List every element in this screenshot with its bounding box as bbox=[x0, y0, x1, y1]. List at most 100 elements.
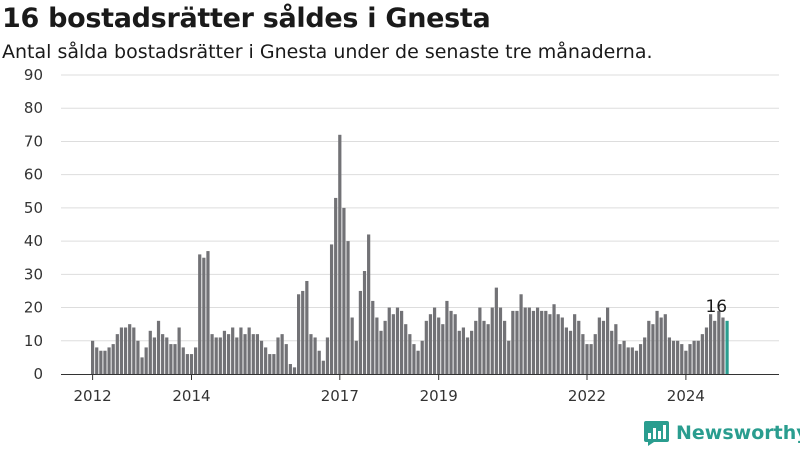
bar bbox=[383, 320, 387, 374]
bar bbox=[379, 330, 383, 374]
bar bbox=[671, 340, 676, 374]
y-axis-ticks: 0 10 20 30 40 50 60 70 80 90 bbox=[24, 66, 43, 383]
bar bbox=[700, 334, 704, 374]
bar bbox=[441, 324, 445, 374]
bar bbox=[156, 320, 161, 374]
x-tick-label: 2019 bbox=[420, 387, 458, 405]
x-tick-label: 2022 bbox=[568, 387, 606, 405]
bar bbox=[573, 314, 577, 374]
bar bbox=[144, 347, 148, 374]
bar bbox=[329, 244, 334, 374]
bar bbox=[239, 327, 243, 374]
bar bbox=[688, 344, 692, 374]
bar bbox=[222, 330, 227, 374]
chart-subtitle: Antal sålda bostadsrätter i Gnesta under… bbox=[2, 41, 653, 63]
chart-title: 16 bostadsrätter såldes i Gnesta bbox=[2, 3, 491, 34]
bar bbox=[119, 327, 124, 374]
bar bbox=[515, 310, 519, 374]
bar bbox=[375, 317, 379, 374]
bar bbox=[148, 330, 152, 374]
bar-chart-logo-icon bbox=[644, 420, 669, 446]
bar bbox=[91, 340, 95, 374]
bar bbox=[317, 350, 321, 374]
bar bbox=[717, 310, 721, 374]
bar bbox=[461, 327, 466, 374]
bar bbox=[659, 317, 663, 374]
bar bbox=[511, 310, 515, 374]
bar bbox=[486, 324, 490, 374]
y-tick-label: 40 bbox=[24, 232, 43, 250]
bar bbox=[432, 307, 437, 374]
y-tick-label: 70 bbox=[24, 132, 43, 150]
bar bbox=[478, 307, 482, 374]
bar bbox=[614, 324, 618, 374]
bar bbox=[362, 271, 367, 374]
y-tick-label: 20 bbox=[24, 299, 43, 317]
y-tick-label: 90 bbox=[24, 66, 43, 84]
y-tick-label: 50 bbox=[24, 199, 43, 217]
bar bbox=[288, 364, 292, 374]
bar bbox=[99, 350, 103, 374]
bar bbox=[325, 337, 330, 374]
bar bbox=[214, 337, 218, 374]
bar bbox=[643, 337, 647, 374]
bar bbox=[297, 294, 301, 374]
bar bbox=[152, 337, 157, 374]
bar bbox=[161, 334, 165, 374]
bar bbox=[709, 314, 713, 374]
bar bbox=[350, 317, 354, 374]
y-tick-label: 10 bbox=[24, 332, 43, 350]
bar bbox=[107, 347, 111, 374]
bar bbox=[593, 334, 597, 374]
bar bbox=[231, 327, 235, 374]
bar bbox=[540, 310, 544, 374]
bar bbox=[140, 357, 144, 374]
bar bbox=[457, 330, 461, 374]
bar bbox=[284, 344, 288, 374]
x-tick-label: 2017 bbox=[321, 387, 359, 405]
bar bbox=[181, 347, 185, 374]
bar bbox=[527, 307, 531, 374]
x-axis-ticks: 2012 2014 2017 2019 2022 2024 bbox=[74, 374, 705, 405]
bar bbox=[367, 234, 371, 374]
bar bbox=[247, 327, 251, 374]
bar bbox=[408, 334, 412, 374]
bar bbox=[655, 310, 659, 374]
bar bbox=[272, 354, 276, 374]
newsworthy-logo: Newsworthy bbox=[643, 418, 800, 448]
bar bbox=[206, 251, 210, 374]
bar bbox=[556, 314, 560, 374]
bar bbox=[243, 334, 247, 374]
bar bbox=[663, 314, 667, 374]
bar bbox=[301, 290, 305, 374]
bar bbox=[395, 307, 400, 374]
bar bbox=[470, 330, 474, 374]
bar bbox=[564, 327, 569, 374]
bar bbox=[667, 337, 672, 374]
bar bbox=[276, 337, 280, 374]
bar bbox=[610, 330, 614, 374]
bar bbox=[198, 254, 202, 374]
x-tick-label: 2024 bbox=[667, 387, 705, 405]
bar bbox=[474, 320, 478, 374]
bar bbox=[218, 337, 222, 374]
bar bbox=[358, 290, 363, 374]
bar bbox=[165, 337, 169, 374]
bar bbox=[264, 347, 268, 374]
bar bbox=[535, 307, 540, 374]
bar bbox=[597, 317, 601, 374]
bar bbox=[177, 327, 181, 374]
bar bbox=[692, 340, 696, 374]
x-tick-label: 2012 bbox=[74, 387, 112, 405]
bar bbox=[503, 320, 507, 374]
bar bbox=[601, 320, 606, 374]
bar bbox=[449, 310, 453, 374]
bar bbox=[123, 327, 128, 374]
bar bbox=[226, 334, 231, 374]
bar bbox=[136, 340, 140, 374]
bar bbox=[404, 324, 408, 374]
bar bbox=[111, 344, 115, 374]
bar bbox=[255, 334, 260, 374]
bar bbox=[424, 320, 428, 374]
bar bbox=[346, 241, 350, 374]
